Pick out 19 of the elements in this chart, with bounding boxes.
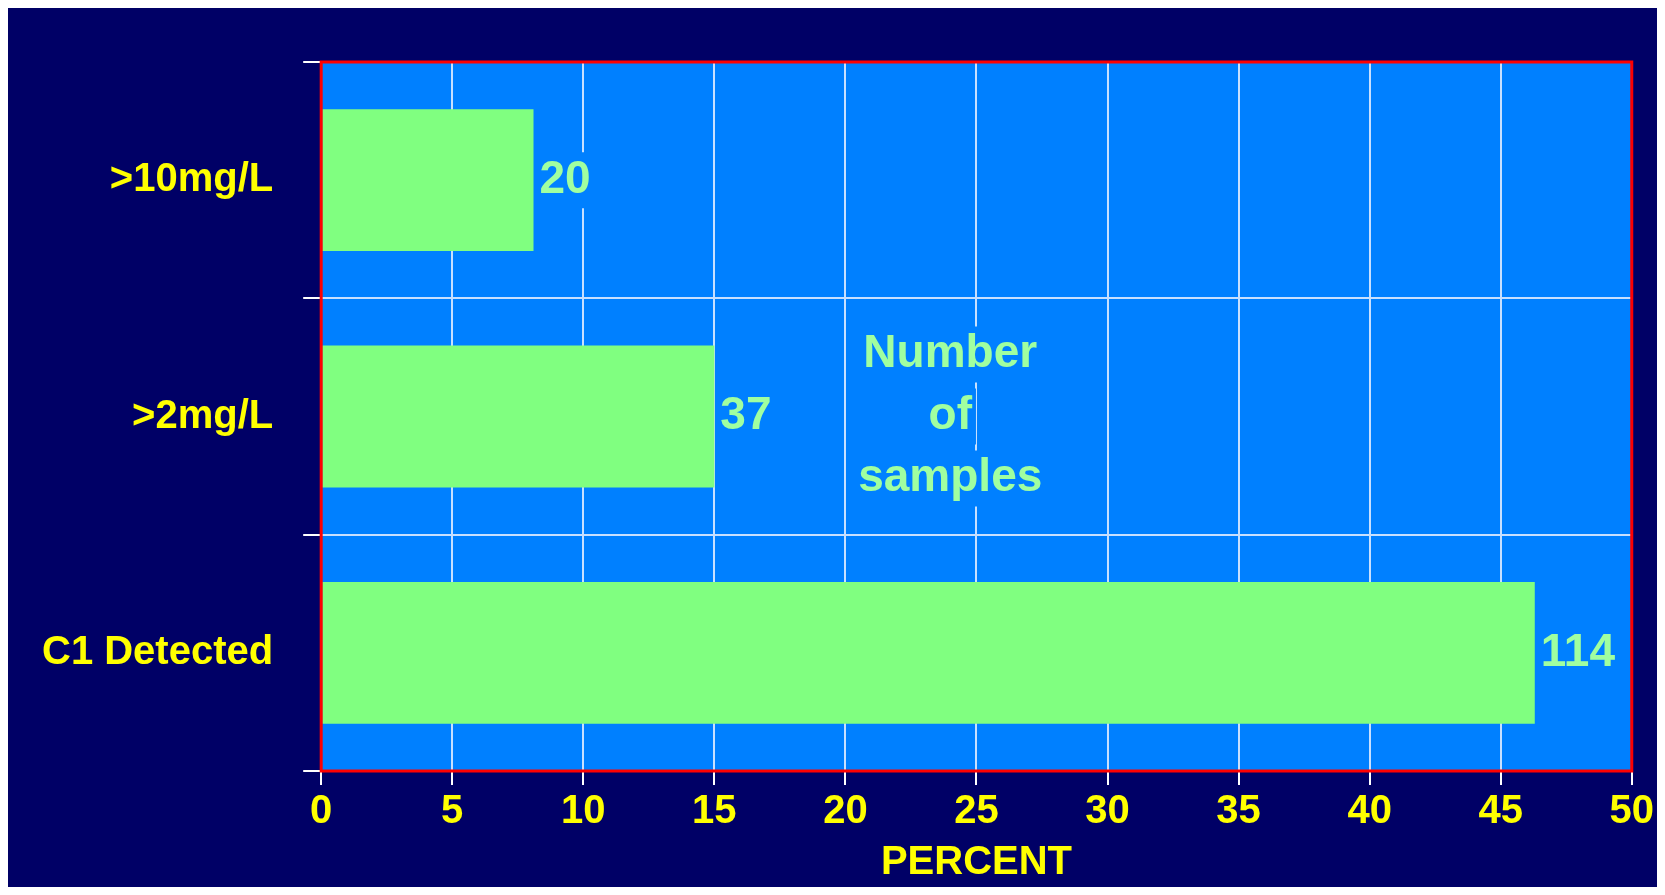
y-tick-label: >2mg/L [132, 391, 274, 436]
x-tick-label: 10 [561, 787, 606, 832]
x-tick-label: 25 [954, 787, 999, 832]
x-axis-title: PERCENT [880, 838, 1073, 883]
x-tick-label: 0 [310, 787, 333, 832]
annotation: 114 [1540, 623, 1616, 676]
x-tick-label: 50 [1609, 787, 1654, 832]
x-tick-label: 40 [1347, 787, 1392, 832]
annotation: 37 [720, 387, 772, 440]
x-tick-label: 15 [692, 787, 737, 832]
x-tick-label: 30 [1085, 787, 1130, 832]
x-tick-label: 20 [823, 787, 868, 832]
x-tick-label: 5 [441, 787, 464, 832]
y-tick-label: >10mg/L [109, 155, 274, 200]
x-tick-label: 45 [1478, 787, 1523, 832]
x-tick-label: 35 [1216, 787, 1261, 832]
y-tick-label: C1 Detected [41, 627, 274, 672]
annotation: 20 [539, 150, 591, 203]
annotation: Number of samples [858, 325, 1043, 502]
